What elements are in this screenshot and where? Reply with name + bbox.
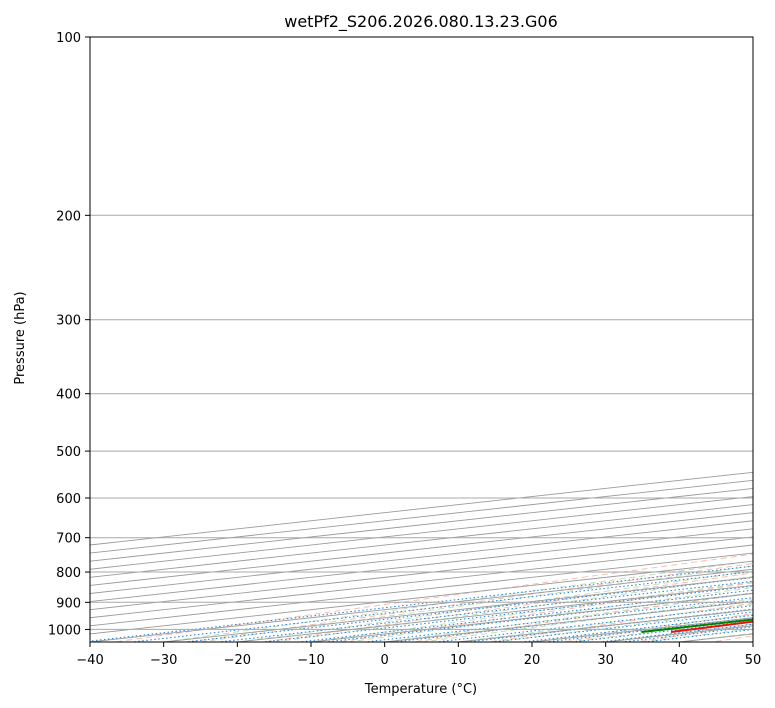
mixing-ratio-line [321,592,753,642]
x-tick-label: 20 [524,653,541,668]
y-tick-label: 600 [56,492,81,507]
x-axis-ticks: −40 −30 −20 −10 0 10 20 30 40 50 [76,642,761,668]
moist-adiabat [384,592,753,642]
isotherm [531,617,753,642]
y-tick-label: 1000 [48,623,81,638]
y-axis-label: Pressure (hPa) [13,291,28,384]
y-tick-label: 700 [56,532,81,547]
isobars [90,37,753,630]
dry-adiabat [409,592,753,642]
isotherm [90,536,753,611]
mixing-ratio-line [360,597,753,642]
mixing-ratio-line [127,571,753,642]
isotherm [90,471,753,546]
y-tick-label: 500 [56,445,81,460]
x-tick-label: 30 [597,653,614,668]
x-tick-label: −40 [76,653,103,668]
dry-adiabat [771,26,775,644]
moist-adiabat [200,565,753,642]
dewpoint-line [641,618,753,633]
isotherm [605,625,753,642]
x-tick-label: −10 [297,653,324,668]
y-tick-label: 400 [56,388,81,403]
isotherm [90,568,753,642]
isotherm [90,487,753,562]
x-tick-label: 40 [671,653,688,668]
x-tick-label: −20 [224,653,251,668]
x-axis-label: Temperature (°C) [364,682,477,697]
dry-adiabat [484,602,753,642]
isotherm [90,512,753,586]
moist-adiabat [568,618,753,642]
moist-adiabat [310,581,753,642]
y-tick-label: 100 [56,31,81,46]
moist-adiabat [274,575,753,642]
moist-adiabat [347,587,753,642]
dry-adiabats [110,26,775,644]
dry-adiabat [634,624,753,642]
moist-adiabat [531,614,753,642]
mixing-ratio-line [181,577,753,642]
series-layer [641,618,753,633]
chart-title: wetPf2_S206.2026.080.13.23.G06 [284,12,558,32]
y-tick-label: 800 [56,566,81,581]
x-tick-label: 10 [450,653,467,668]
y-tick-label: 300 [56,314,81,329]
x-tick-label: 0 [381,653,389,668]
isotherm [310,593,753,642]
isotherm [752,641,753,642]
isotherm [90,504,753,578]
y-axis-ticks: 1000 900 800 700 600 500 400 300 200 100 [48,31,90,638]
mixing-ratio-line [294,589,753,642]
isotherm [90,520,753,594]
plot-frame [89,36,754,643]
y-tick-label: 900 [56,596,81,611]
x-tick-label: −30 [150,653,177,668]
plot-area: -100-90-80-70-60-50-40-30-20-10010203040… [90,26,775,644]
moist-adiabat [605,623,753,642]
dry-adiabat [110,553,753,642]
dry-adiabat [708,635,753,642]
moist-adiabat [642,628,753,642]
isotherm [384,601,753,642]
x-tick-label: 50 [745,653,762,668]
mixing-ratio-line [568,620,753,642]
mixing-ratio-line [258,585,753,642]
isotherm [90,544,753,619]
temperature-line [670,620,753,633]
isotherm [458,609,753,642]
isotherm [90,560,753,635]
isotherm [90,479,753,554]
moist-adiabat [458,603,753,642]
moist-adiabat [495,609,753,642]
moist-adiabat [421,598,753,642]
mixing-ratio-line [214,580,753,642]
isotherms [90,471,753,642]
isotherm [90,528,753,603]
isotherm [90,552,753,627]
isotherm [90,496,753,570]
dry-adiabat [559,613,753,642]
y-tick-label: 200 [56,209,81,224]
mixing-ratio-lines [90,565,753,642]
mixing-ratio-line [487,611,753,642]
